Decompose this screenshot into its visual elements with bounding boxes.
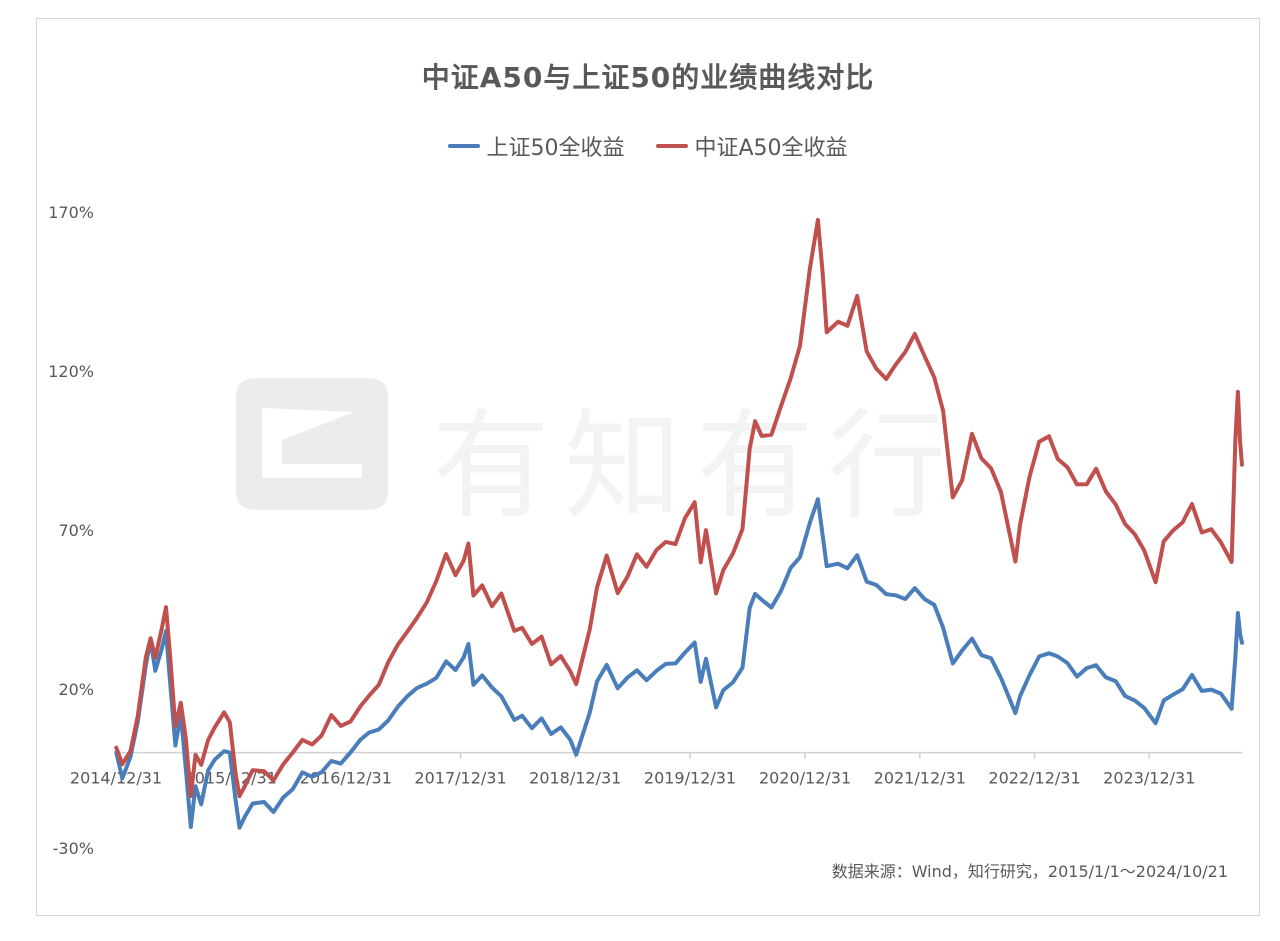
x-tick-label: 2023/12/31 <box>1103 769 1195 788</box>
legend-item-a50[interactable]: 中证A50全收益 <box>656 130 848 162</box>
x-tick-label: 2022/12/31 <box>988 769 1080 788</box>
x-tick-label: 2014/12/31 <box>70 769 162 788</box>
series-line-sse50 <box>114 497 1244 830</box>
legend-swatch-a50 <box>656 144 689 148</box>
x-tick-label: 2019/12/31 <box>644 769 736 788</box>
source-note: 数据来源：Wind，知行研究，2015/1/1～2024/10/21 <box>831 862 1228 881</box>
x-tick-label: 2017/12/31 <box>414 769 506 788</box>
chart-title: 中证A50与上证50的业绩曲线对比 <box>421 61 875 94</box>
y-tick-label: 70% <box>58 521 94 540</box>
series-line-a50 <box>114 217 1244 799</box>
legend-item-sse50[interactable]: 上证50全收益 <box>448 130 624 162</box>
legend-swatch-sse50 <box>448 144 481 148</box>
chart-frame <box>36 18 1260 916</box>
y-tick-label: 120% <box>48 362 94 381</box>
logo-mark-icon <box>236 378 388 510</box>
y-axis: -30% 20% 70% 120% 170% <box>48 203 94 858</box>
x-tick-label: 2018/12/31 <box>529 769 621 788</box>
chart-legend: 上证50全收益 中证A50全收益 <box>0 130 1280 162</box>
y-tick-label: -30% <box>53 839 94 858</box>
series-group <box>114 217 1244 830</box>
legend-label-a50: 中证A50全收益 <box>694 136 848 161</box>
x-tick-label: 2020/12/31 <box>759 769 851 788</box>
y-tick-label: 170% <box>48 203 94 222</box>
legend-label-sse50: 上证50全收益 <box>486 136 625 161</box>
x-tick-label: 2021/12/31 <box>874 769 966 788</box>
y-tick-label: 20% <box>58 680 94 699</box>
